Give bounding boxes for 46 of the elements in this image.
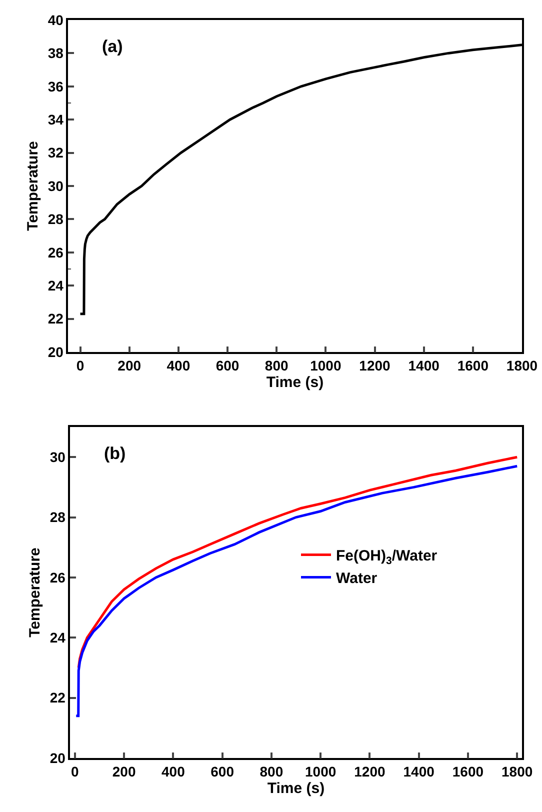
y-tick-label: 22	[50, 690, 66, 706]
x-tick-label: 800	[260, 764, 284, 780]
y-tick-label: 20	[50, 750, 66, 766]
line-series	[74, 464, 518, 718]
y-tick-label: 30	[50, 448, 66, 465]
x-tick-label: 1000	[310, 358, 342, 374]
y-tick-label: 22	[48, 310, 64, 327]
x-tick-label: 1600	[457, 358, 489, 374]
y-tick-label: 30	[48, 178, 64, 194]
legend-label: Fe(OH)$_{3}$/Water	[336, 548, 438, 567]
x-tick-label: 1400	[403, 764, 435, 780]
y-tick-label: 20	[48, 344, 64, 360]
y-tick-label: 32	[48, 144, 64, 161]
y-tick-label: 36	[48, 78, 64, 94]
x-tick-label: 0	[76, 358, 84, 374]
x-tick-label: 400	[161, 764, 186, 780]
x-tick-label: 400	[166, 358, 190, 374]
y-tick-label: 24	[50, 630, 66, 646]
x-axis-title: Time (s)	[267, 780, 325, 798]
y-axis-title: Temperature	[24, 141, 42, 231]
x-tick-label: 1600	[452, 764, 484, 780]
x-tick-label: 200	[112, 764, 136, 780]
x-tick-label: 200	[118, 358, 142, 374]
x-tick-label: 1200	[359, 358, 391, 374]
x-tick-label: 1400	[408, 358, 440, 374]
y-tick-label: 28	[48, 211, 64, 228]
x-tick-label: 1200	[354, 764, 386, 780]
y-tick-label: 26	[48, 244, 64, 260]
y-tick-label: 34	[48, 112, 64, 128]
annotation: (b)	[104, 444, 126, 463]
x-tick-label: 1000	[304, 764, 336, 780]
x-tick-label: 0	[71, 764, 80, 780]
y-tick-label: 26	[50, 569, 66, 586]
legend-label: Water	[336, 570, 378, 588]
annotation: (a)	[102, 37, 123, 56]
y-tick-label: 24	[48, 278, 64, 294]
x-tick-label: 1800	[506, 358, 538, 374]
y-tick-label: 40	[48, 12, 64, 28]
y-tick-label: 38	[48, 45, 64, 62]
y-axis-title: Temperature	[26, 548, 44, 638]
x-tick-label: 600	[210, 764, 234, 780]
x-tick-label: 600	[216, 358, 240, 374]
x-tick-label: 800	[264, 358, 288, 374]
y-tick-label: 28	[50, 509, 66, 526]
x-tick-label: 1800	[502, 764, 533, 780]
x-axis-title: Time (s)	[266, 374, 324, 392]
